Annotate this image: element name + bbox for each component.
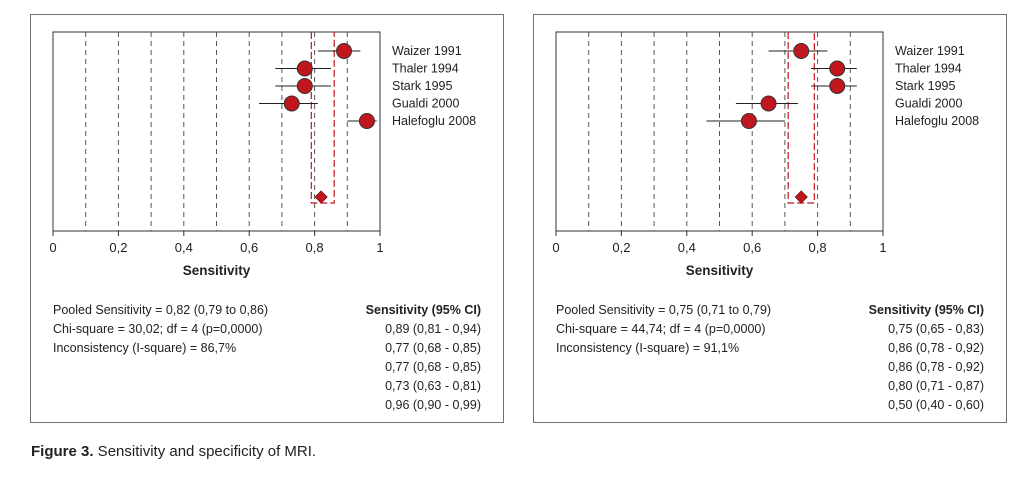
x-tick-label: 0,6: [240, 240, 258, 255]
x-tick-label: 0,2: [612, 240, 630, 255]
ci-header: Sensitivity (95% CI): [868, 303, 984, 317]
x-tick-label: 0,4: [175, 240, 193, 255]
study-label: Halefoglu 2008: [392, 114, 476, 128]
inconsistency-text: Inconsistency (I-square) = 91,1%: [556, 341, 740, 355]
study-point: [296, 60, 313, 77]
study-point: [358, 113, 375, 129]
figure-caption: Figure 3. Sensitivity and specificity of…: [31, 443, 316, 460]
ci-row: 0,75 (0,65 - 0,83): [888, 322, 984, 336]
ci-row: 0,80 (0,71 - 0,87): [888, 379, 984, 393]
study-label: Halefoglu 2008: [895, 114, 979, 128]
pooled-sensitivity-text: Pooled Sensitivity = 0,75 (0,71 to 0,79): [556, 303, 772, 317]
study-point: [740, 113, 757, 129]
study-label: Gualdi 2000: [392, 97, 459, 111]
forest-plot-panel-right: Waizer 1991 Thaler 1994 Stark 1995 Gualdi 2…: [533, 14, 1007, 423]
ci-row: 0,89 (0,81 - 0,94): [385, 322, 481, 336]
x-tick-label: 0,8: [809, 240, 827, 255]
figure-label: Figure 3.: [31, 443, 94, 460]
study-point: [296, 78, 313, 94]
ci-row: 0,73 (0,63 - 0,81): [385, 379, 481, 393]
x-tick-label: 0,4: [678, 240, 696, 255]
pooled-sensitivity-text: Pooled Sensitivity = 0,82 (0,79 to 0,86): [53, 303, 269, 317]
ci-row: 0,86 (0,78 - 0,92): [888, 360, 984, 374]
study-point: [829, 78, 846, 94]
chi-square-text: Chi-square = 44,74; df = 4 (p=0,0000): [556, 322, 766, 336]
x-tick-label: 0: [49, 240, 56, 255]
figure-caption-text: Sensitivity and specificity of MRI.: [93, 443, 317, 460]
pooled-ci-outline: [310, 32, 335, 204]
study-label: Stark 1995: [895, 79, 956, 93]
study-point: [760, 95, 777, 112]
forest-plot-right: Waizer 1991 Thaler 1994 Stark 1995 Gualdi 2…: [552, 31, 979, 278]
study-label: Thaler 1994: [392, 62, 459, 76]
summary-stats-left: Pooled Sensitivity = 0,82 (0,79 to 0,86)…: [53, 301, 268, 358]
study-label: Thaler 1994: [895, 62, 962, 76]
x-tick-label: 0: [552, 240, 559, 255]
forest-plot-left: Waizer 1991 Thaler 1994 Stark 1995 Gualdi 2…: [49, 31, 476, 278]
study-label: Waizer 1991: [392, 44, 462, 58]
x-tick-label: 1: [376, 240, 383, 255]
study-point: [829, 60, 846, 77]
ci-row: 0,96 (0,90 - 0,99): [385, 398, 481, 412]
summary-stats-right: Pooled Sensitivity = 0,75 (0,71 to 0,79)…: [556, 301, 771, 358]
chi-square-text: Chi-square = 30,02; df = 4 (p=0,0000): [53, 322, 263, 336]
forest-plot-panel-left: Waizer 1991 Thaler 1994 Stark 1995 Gualdi 2…: [30, 14, 504, 423]
pooled-diamond: [314, 190, 328, 204]
pooled-diamond: [794, 190, 808, 204]
x-tick-label: 0,2: [109, 240, 127, 255]
x-axis-label: Sensitivity: [183, 263, 251, 278]
study-point: [793, 43, 810, 59]
ci-table-right: Sensitivity (95% CI) 0,75 (0,65 - 0,83) …: [869, 301, 984, 415]
study-label: Stark 1995: [392, 79, 453, 93]
ci-row: 0,50 (0,40 - 0,60): [888, 398, 984, 412]
x-tick-label: 0,6: [743, 240, 761, 255]
study-label: Gualdi 2000: [895, 97, 962, 111]
x-axis-label: Sensitivity: [686, 263, 754, 278]
ci-row: 0,86 (0,78 - 0,92): [888, 341, 984, 355]
x-tick-label: 1: [879, 240, 886, 255]
x-tick-label: 0,8: [306, 240, 324, 255]
ci-header: Sensitivity (95% CI): [365, 303, 481, 317]
ci-table-left: Sensitivity (95% CI) 0,89 (0,81 - 0,94) …: [366, 301, 481, 415]
study-point: [336, 43, 353, 59]
study-label: Waizer 1991: [895, 44, 965, 58]
ci-row: 0,77 (0,68 - 0,85): [385, 360, 481, 374]
ci-row: 0,77 (0,68 - 0,85): [385, 341, 481, 355]
study-point: [283, 95, 300, 112]
inconsistency-text: Inconsistency (I-square) = 86,7%: [53, 341, 237, 355]
